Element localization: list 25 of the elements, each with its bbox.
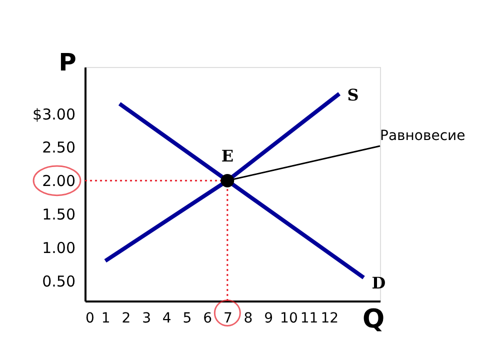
x-tick-label: 4: [162, 310, 172, 326]
x-axis-title: Q: [362, 304, 385, 334]
x-tick-label: 3: [142, 310, 151, 326]
y-tick-label: 2.50: [42, 138, 76, 157]
y-tick-label: 1.00: [42, 239, 76, 258]
x-tick-label: 1: [101, 310, 110, 326]
x-tick-label: 8: [244, 310, 253, 326]
y-tick-label: $3.00: [32, 105, 76, 124]
y-axis-title: P: [58, 48, 76, 76]
y-tick-label: 2.00: [42, 172, 76, 190]
x-tick-label: 10: [280, 310, 298, 326]
annotation: Равновесие: [380, 128, 466, 144]
x-tick-label: 5: [182, 310, 192, 326]
x-tick-label: 0: [86, 310, 94, 326]
x-tick-label: 11: [300, 310, 318, 326]
series-label: S: [347, 86, 359, 105]
y-tick-label: 1.50: [42, 206, 76, 224]
series-label: E: [221, 146, 234, 166]
series-label: D: [372, 274, 386, 293]
x-tick-label: 6: [203, 310, 212, 326]
x-tick-label: 9: [264, 310, 274, 326]
x-tick-label: 2: [122, 310, 131, 326]
x-tick-label: 12: [320, 310, 339, 326]
y-tick-label: 0.50: [42, 272, 76, 290]
x-tick-label: 7: [223, 310, 232, 326]
